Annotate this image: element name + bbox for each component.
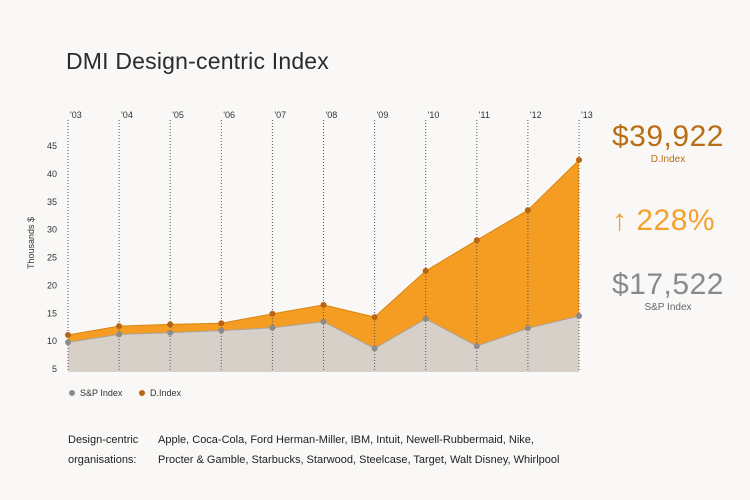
x-tick-label: '04 [121, 110, 133, 120]
d-index-marker [473, 237, 480, 244]
organisations-label-line1: Design-centric [68, 434, 139, 446]
legend: S&P Index D.Index [69, 388, 182, 398]
sp-index-marker [218, 327, 225, 334]
sp-index-marker [371, 345, 378, 352]
x-tick-label: '08 [326, 110, 338, 120]
y-tick-label: 15 [47, 308, 57, 318]
legend-d-index-label: D.Index [150, 388, 182, 398]
legend-sp-index-label: S&P Index [80, 388, 123, 398]
d-index-marker [576, 156, 582, 163]
x-tick-label: '11 [479, 110, 490, 120]
d-index-marker [167, 321, 174, 328]
x-tick-label: '10 [428, 110, 440, 120]
d-index-marker [65, 331, 71, 338]
organisations-list: Apple, Coca-Cola, Ford Herman-Miller, IB… [158, 430, 628, 470]
sp-index-marker [524, 325, 531, 332]
x-tick-label: '12 [530, 110, 542, 120]
sp-index-value: $17,522 [612, 268, 724, 301]
sp-index-marker [116, 331, 123, 338]
growth-percent: ↑ 228% [612, 204, 716, 237]
x-tick-label: '09 [377, 110, 389, 120]
marker-layer [65, 156, 582, 352]
sp-index-marker [167, 329, 174, 336]
y-tick-label: 5 [52, 364, 57, 374]
organisations-list-line1: Apple, Coca-Cola, Ford Herman-Miller, IB… [158, 434, 534, 446]
sp-index-area [68, 316, 579, 372]
y-axis-label: Thousands $ [26, 217, 36, 269]
legend-d-index-swatch [139, 390, 145, 396]
d-index-area [68, 159, 579, 372]
x-tick-label: '05 [172, 110, 184, 120]
legend-sp-index-swatch [69, 390, 75, 396]
d-index-marker [422, 267, 429, 274]
sp-index-stat: $17,522 S&P Index [612, 268, 724, 313]
d-index-marker [218, 320, 225, 327]
y-tick-label: 20 [47, 280, 57, 290]
x-tick-label: '07 [274, 110, 286, 120]
x-tick-label: '03 [70, 110, 82, 120]
organisations-label-line2: organisations: [68, 454, 137, 466]
d-index-stat: $39,922 D.Index [612, 120, 724, 165]
area-layer [67, 159, 580, 372]
y-tick-label: 35 [47, 197, 57, 207]
y-tick-label: 25 [47, 253, 57, 263]
sp-index-marker [65, 339, 71, 346]
sp-index-label: S&P Index [644, 302, 692, 313]
organisations-label: Design-centric organisations: [68, 430, 158, 470]
growth-stat: ↑ 228% [612, 204, 715, 238]
d-index-marker [320, 301, 327, 308]
sp-index-marker [576, 313, 582, 320]
d-index-marker [524, 207, 531, 214]
y-tick-labels: 5 10 15 20 25 30 35 40 45 [47, 141, 57, 374]
organisations-list-line2: Procter & Gamble, Starbucks, Starwood, S… [158, 454, 560, 466]
d-index-marker [116, 323, 123, 330]
y-tick-label: 45 [47, 141, 57, 151]
x-tick-label: '06 [223, 110, 235, 120]
y-tick-label: 40 [47, 169, 57, 179]
d-index-marker [371, 314, 378, 321]
sp-index-marker [422, 315, 429, 322]
d-index-label: D.Index [650, 154, 686, 165]
x-tick-labels: '03 '04 '05 '06 '07 '08 '09 '10 '11 '12 '13 [70, 110, 593, 120]
sp-index-marker [320, 318, 327, 325]
chart-title: DMI Design-centric Index [66, 48, 329, 74]
x-tick-label: '13 [581, 110, 593, 120]
d-index-value: $39,922 [612, 120, 724, 153]
y-tick-label: 30 [47, 225, 57, 235]
y-tick-label: 10 [47, 336, 57, 346]
d-index-marker [269, 310, 276, 317]
sp-index-marker [269, 324, 276, 331]
sp-index-marker [473, 343, 480, 350]
